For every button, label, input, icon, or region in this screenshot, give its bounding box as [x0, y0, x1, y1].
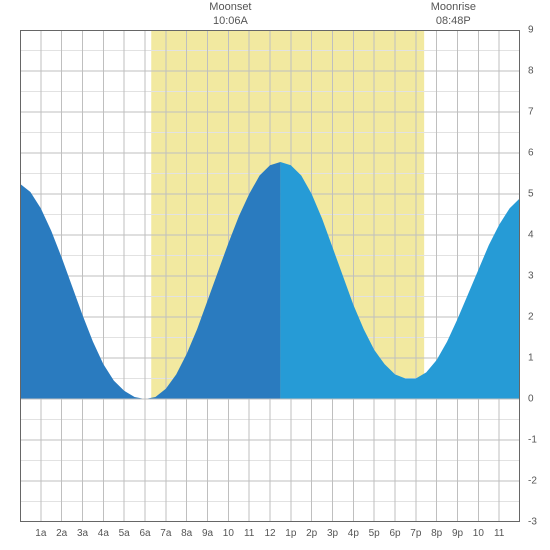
x-tick-label: 6a — [139, 528, 150, 539]
y-axis-labels: -3-2-10123456789 — [524, 30, 546, 522]
x-tick-label: 11 — [244, 528, 254, 539]
x-tick-label: 2p — [306, 528, 317, 539]
x-tick-label: 10 — [223, 528, 234, 539]
y-tick-label: 9 — [528, 25, 534, 36]
moonset-label: Moonset 10:06A — [190, 0, 270, 29]
x-tick-label: 7a — [160, 528, 171, 539]
x-tick-label: 10 — [473, 528, 484, 539]
x-tick-label: 5p — [369, 528, 380, 539]
y-tick-label: 0 — [528, 394, 534, 405]
x-tick-label: 6p — [389, 528, 400, 539]
moonrise-time: 08:48P — [413, 14, 493, 28]
y-tick-label: 2 — [528, 312, 534, 323]
moonrise-label: Moonrise 08:48P — [413, 0, 493, 29]
y-tick-label: 8 — [528, 66, 534, 77]
x-tick-label: 12 — [264, 528, 275, 539]
y-tick-label: -3 — [528, 517, 537, 528]
x-tick-label: 8p — [431, 528, 442, 539]
x-tick-label: 1p — [285, 528, 296, 539]
y-tick-label: 7 — [528, 107, 534, 118]
x-tick-label: 2a — [56, 528, 67, 539]
x-tick-label: 9p — [452, 528, 463, 539]
y-tick-label: 1 — [528, 353, 534, 364]
moonrise-title: Moonrise — [413, 0, 493, 14]
x-tick-label: 4p — [348, 528, 359, 539]
x-tick-label: 3a — [77, 528, 88, 539]
x-tick-label: 11 — [494, 528, 504, 539]
y-tick-label: 3 — [528, 271, 534, 282]
y-tick-label: 4 — [528, 230, 534, 241]
y-tick-label: -2 — [528, 476, 537, 487]
chart-svg — [20, 30, 520, 522]
y-tick-label: 5 — [528, 189, 534, 200]
x-tick-label: 1a — [35, 528, 46, 539]
moonset-title: Moonset — [190, 0, 270, 14]
moonset-time: 10:06A — [190, 14, 270, 28]
y-tick-label: 6 — [528, 148, 534, 159]
x-tick-label: 9a — [202, 528, 213, 539]
x-tick-label: 8a — [181, 528, 192, 539]
x-tick-label: 7p — [410, 528, 421, 539]
x-tick-label: 5a — [119, 528, 130, 539]
x-tick-label: 3p — [327, 528, 338, 539]
y-tick-label: -1 — [528, 435, 537, 446]
plot-area — [20, 30, 520, 522]
tide-chart: Moonset 10:06A Moonrise 08:48P -3-2-1012… — [0, 0, 550, 550]
x-tick-label: 4a — [98, 528, 109, 539]
